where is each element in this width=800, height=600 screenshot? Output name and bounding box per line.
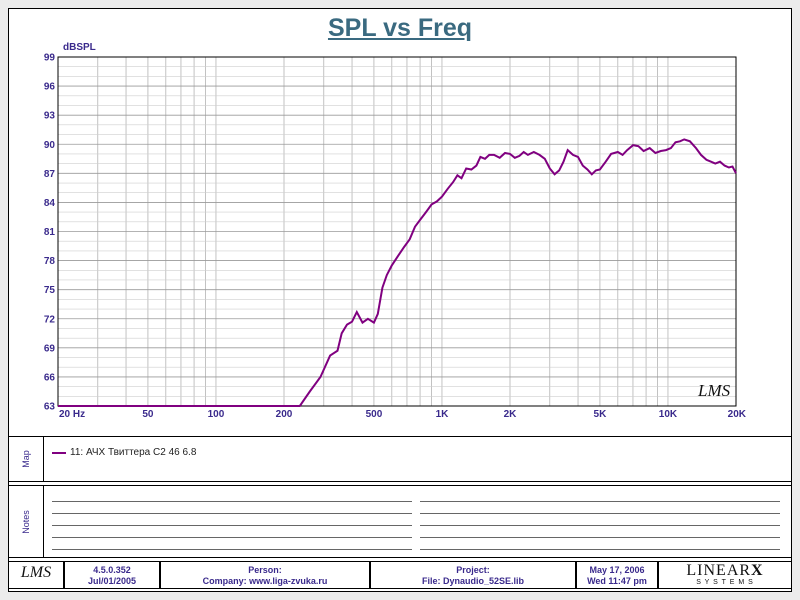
company: Company: www.liga-zvuka.ru [202, 576, 328, 586]
lms-watermark: LMS [697, 381, 731, 400]
chart-title: SPL vs Freq [327, 14, 473, 42]
x-tick-label: 100 [208, 409, 225, 420]
plot-border [57, 56, 737, 407]
y-tick-label: 93 [44, 111, 56, 122]
map-panel [8, 436, 792, 482]
note-line [420, 501, 780, 502]
x-tick-label: 2K [504, 409, 518, 420]
note-line [420, 525, 780, 526]
y-tick-label: 63 [44, 402, 56, 413]
legend-entry-label: 11: АЧХ Твиттера С2 46 6.8 [70, 447, 197, 458]
note-line [52, 525, 412, 526]
x-tick-label: 500 [366, 409, 383, 420]
project-label: Project: [456, 565, 490, 575]
note-line [420, 513, 780, 514]
x-tick-label: 5K [594, 409, 608, 420]
y-tick-label: 96 [44, 82, 56, 93]
note-line [52, 537, 412, 538]
x-tick-label: 20 Hz [59, 409, 85, 420]
footer-version-cell: 4.5.0.352 Jul/01/2005 [64, 561, 160, 589]
person-label: Person: [248, 565, 282, 575]
footer-project-cell: Project: File: Dynaudio_52SE.lib [370, 561, 576, 589]
x-tick-labels: 20 Hz 50 100 200 500 1K 2K 5K 10K 20K [59, 409, 747, 420]
y-tick-label: 87 [44, 169, 56, 180]
brand-x-mark: X [751, 562, 764, 579]
notes-panel [8, 485, 792, 558]
note-line [52, 513, 412, 514]
map-tab[interactable]: Map [8, 436, 44, 482]
x-tick-label: 10K [659, 409, 678, 420]
map-tab-label: Map [20, 450, 31, 468]
series-line [58, 138, 737, 407]
y-tick-label: 69 [44, 343, 56, 354]
brand-name: LINEAR [686, 562, 752, 579]
y-tick-labels: 63 66 69 72 75 78 81 84 87 90 93 96 99 [44, 53, 56, 413]
note-line [420, 537, 780, 538]
version: 4.5.0.352 [93, 565, 131, 575]
footer-date: May 17, 2006 [589, 565, 645, 575]
footer-brand-cell: LINEARX S Y S T E M S [658, 561, 792, 589]
y-tick-label: 99 [44, 53, 56, 64]
brand-subtitle: S Y S T E M S [696, 579, 754, 586]
legend-entry[interactable]: 11: АЧХ Твиттера С2 46 6.8 [52, 447, 196, 458]
notes-tab-label: Notes [20, 509, 31, 534]
project-file: File: Dynaudio_52SE.lib [421, 576, 525, 586]
note-line [52, 549, 412, 550]
note-line [420, 549, 780, 550]
y-tick-label: 90 [44, 140, 56, 151]
footer-lms-logo: LMS [20, 564, 52, 581]
y-tick-label: 75 [44, 285, 56, 296]
x-tick-label: 50 [142, 409, 154, 420]
notes-tab[interactable]: Notes [8, 485, 44, 558]
y-axis-label: dBSPL [63, 42, 96, 53]
footer-date-cell: May 17, 2006 Wed 11:47 pm [576, 561, 658, 589]
footer-person-cell: Person: Company: www.liga-zvuka.ru [160, 561, 370, 589]
y-tick-label: 66 [44, 372, 56, 383]
y-tick-label: 81 [44, 227, 56, 238]
x-tick-label: 20K [728, 409, 747, 420]
x-tick-label: 200 [276, 409, 293, 420]
version-date: Jul/01/2005 [87, 576, 137, 586]
footer-logo-cell: LMS [8, 561, 64, 589]
footer-time: Wed 11:47 pm [587, 576, 647, 586]
note-line [52, 501, 412, 502]
y-tick-label: 78 [44, 256, 56, 267]
x-tick-label: 1K [436, 409, 450, 420]
legend-swatch [52, 451, 66, 454]
y-tick-label: 84 [44, 198, 56, 209]
y-tick-label: 72 [44, 314, 56, 325]
